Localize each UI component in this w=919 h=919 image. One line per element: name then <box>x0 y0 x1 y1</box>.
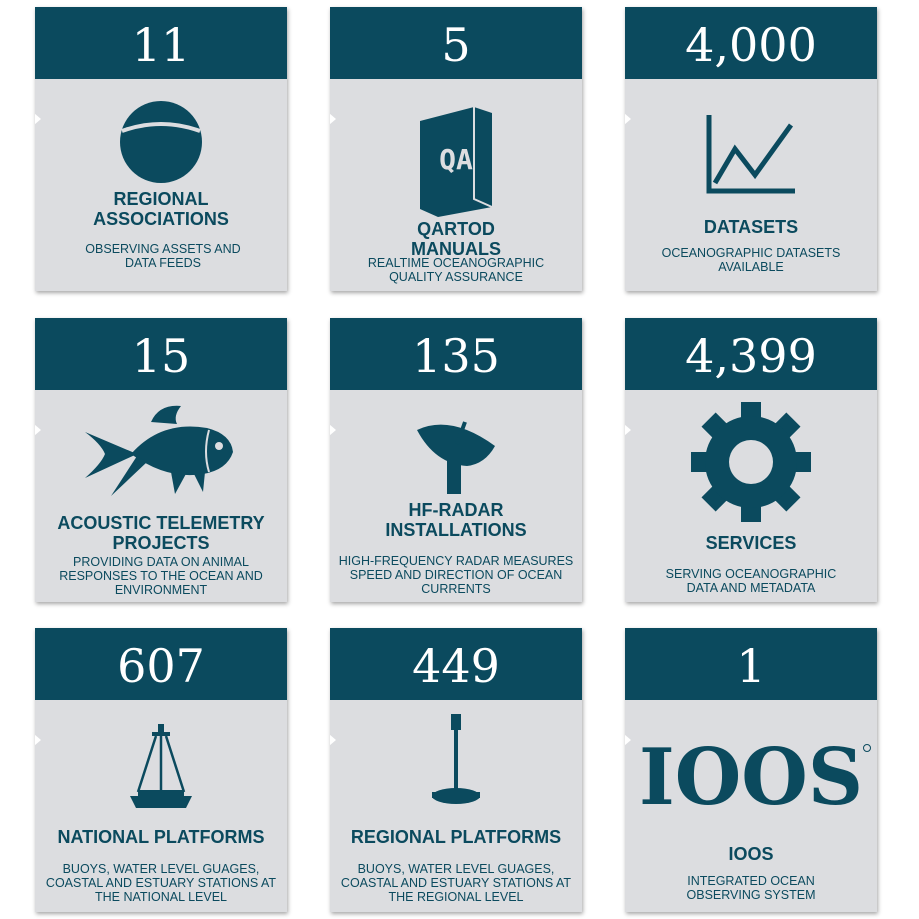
card-ioos: 1 IOOS IOOS INTEGRATED OCEAN OBSERVING S… <box>625 628 877 912</box>
stat-number: 449 <box>330 628 582 700</box>
card-description: PROVIDING DATA ON ANIMAL RESPONSES TO TH… <box>59 555 263 597</box>
card-title: HF-RADAR INSTALLATIONS <box>385 500 527 540</box>
radar-dish-icon <box>330 416 582 501</box>
card-services: 4,399 SERVICES SERVING OCEANOGRAPHIC DAT… <box>625 318 877 602</box>
card-qartod-manuals: 5 QA QARTOD MANUALS REALTIME OCEANOGRAPH… <box>330 7 582 291</box>
gear-icon <box>625 400 877 529</box>
stat-number: 15 <box>35 318 287 390</box>
stat-number: 11 <box>35 7 287 79</box>
card-description: OBSERVING ASSETS AND DATA FEEDS <box>85 242 241 270</box>
stat-number: 4,000 <box>625 7 877 79</box>
line-chart-icon <box>625 113 877 202</box>
card-regional-associations: 11 REGIONAL ASSOCIATIONS OBSERVING ASSET… <box>35 7 287 291</box>
stat-number: 5 <box>330 7 582 79</box>
card-title: IOOS <box>728 844 774 864</box>
card-description: REALTIME OCEANOGRAPHIC QUALITY ASSURANCE <box>367 256 545 284</box>
card-description: OCEANOGRAPHIC DATASETS AVAILABLE <box>661 246 841 274</box>
buoy-icon <box>35 722 287 819</box>
card-acoustic-telemetry-projects: 15 ACOUSTIC TELEMETRY PROJECTS PROVIDING… <box>35 318 287 602</box>
stat-number: 607 <box>35 628 287 700</box>
card-title: ACOUSTIC TELEMETRY PROJECTS <box>57 513 265 553</box>
card-national-platforms: 607 NATIONAL PLATFORMS BUOYS, WATER LEVE… <box>35 628 287 912</box>
card-datasets: 4,000 DATASETS OCEANOGRAPHIC DATASETS AV… <box>625 7 877 291</box>
ioos-logo-text: IOOS <box>639 738 863 814</box>
stat-number: 135 <box>330 318 582 390</box>
card-title: SERVICES <box>705 533 797 553</box>
card-description: HIGH-FREQUENCY RADAR MEASURES SPEED AND … <box>338 554 574 596</box>
card-title: REGIONAL ASSOCIATIONS <box>93 189 229 229</box>
globe-icon <box>35 99 287 190</box>
stat-number: 1 <box>625 628 877 700</box>
ioos-logo-icon: IOOS <box>639 738 871 819</box>
fish-icon <box>35 402 287 503</box>
card-description: SERVING OCEANOGRAPHIC DATA AND METADATA <box>665 567 837 595</box>
card-hf-radar-installations: 135 HF-RADAR INSTALLATIONS HIGH-FREQUENC… <box>330 318 582 602</box>
card-title: REGIONAL PLATFORMS <box>350 827 562 847</box>
card-description: INTEGRATED OCEAN OBSERVING SYSTEM <box>686 874 816 902</box>
card-description: BUOYS, WATER LEVEL GUAGES, COASTAL AND E… <box>340 862 572 904</box>
stat-number: 4,399 <box>625 318 877 390</box>
card-regional-platforms: 449 REGIONAL PLATFORMS BUOYS, WATER LEVE… <box>330 628 582 912</box>
card-title: QARTOD MANUALS <box>411 219 501 259</box>
manual-icon: QA <box>330 103 582 224</box>
water-level-gauge-icon <box>330 712 582 813</box>
card-title: DATASETS <box>703 217 799 237</box>
card-description: BUOYS, WATER LEVEL GUAGES, COASTAL AND E… <box>45 862 277 904</box>
manual-icon-label: QA <box>439 143 473 176</box>
card-title: NATIONAL PLATFORMS <box>57 827 265 847</box>
